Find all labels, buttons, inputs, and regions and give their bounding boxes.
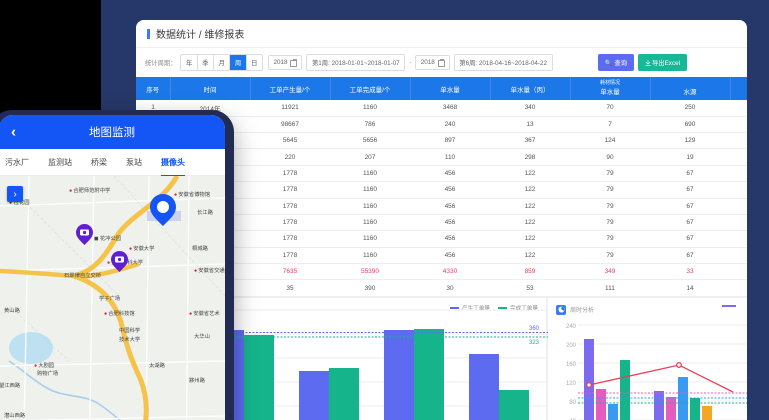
svg-text:80: 80 xyxy=(569,400,576,406)
svg-text:323: 323 xyxy=(529,340,540,346)
svg-text:200: 200 xyxy=(566,343,577,349)
svg-text:120: 120 xyxy=(566,381,577,387)
svg-text:160: 160 xyxy=(566,362,577,368)
svg-text:240: 240 xyxy=(566,324,577,330)
svg-text:360: 360 xyxy=(529,326,540,332)
